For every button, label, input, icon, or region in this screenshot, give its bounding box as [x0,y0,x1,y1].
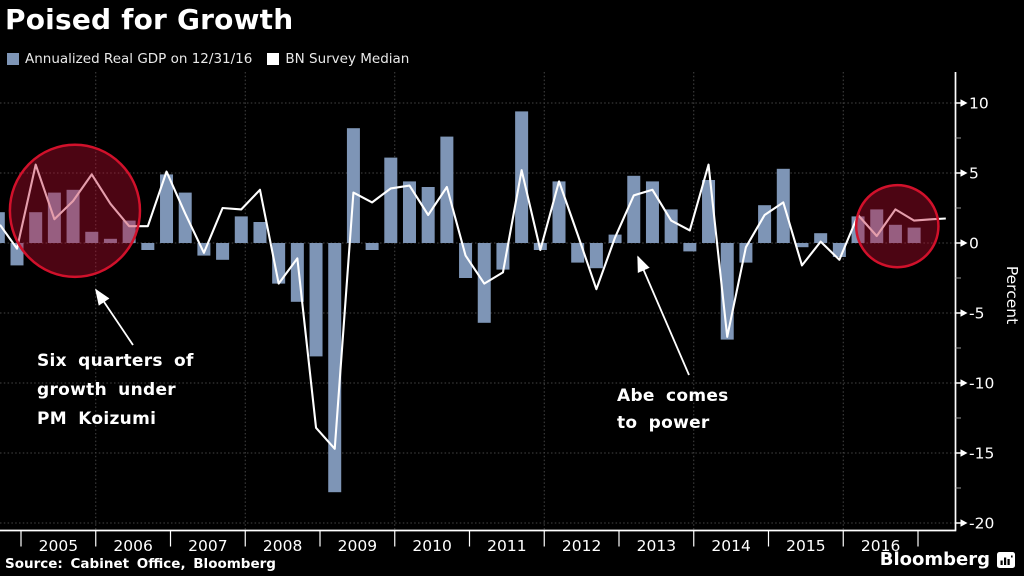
annotation-abe-line2: to power [617,413,710,433]
year-label: 2014 [711,537,750,555]
gdp-bar [216,243,230,260]
bloomberg-logo-icon [997,551,1015,568]
gdp-bar [888,224,902,243]
legend-label-survey: BN Survey Median [285,51,410,67]
year-label: 2015 [786,537,825,555]
year-label: 2008 [263,537,302,555]
chart-legend: Annualized Real GDP on 12/31/16 BN Surve… [7,51,409,67]
source-attribution: Source: Cabinet Office, Bloomberg [5,556,276,572]
y-tick-label: 10 [969,95,989,113]
y-axis-unit-label: Percent [1003,266,1021,324]
annotation-koizumi: Six quarters of growth under PM Koizumi [37,347,194,434]
y-tick-label: -10 [969,375,994,393]
y-tick-arrow-icon [960,169,968,177]
gdp-bar [758,205,772,243]
y-tick-label: -20 [969,515,994,533]
gdp-bar [384,157,398,243]
recent-growth-highlight [854,183,940,269]
gdp-bar [795,243,809,248]
year-label: 2006 [113,537,152,555]
gdp-bar [365,243,379,250]
y-tick-arrow-icon [960,309,968,317]
gdp-bar [309,243,323,357]
gdp-bar [664,209,678,243]
legend-item-gdp: Annualized Real GDP on 12/31/16 [7,51,252,67]
gdp-bar [571,243,585,263]
year-label: 2011 [487,537,526,555]
y-tick-label: 5 [969,165,979,183]
y-tick-arrow-icon [960,519,968,527]
year-label: 2010 [412,537,451,555]
page-title: Poised for Growth [5,3,294,36]
gdp-bar [402,181,416,243]
bloomberg-brand: Bloomberg [880,549,1015,570]
gdp-bar [683,243,697,252]
annotation-koizumi-line2: growth under [37,380,176,400]
annotation-koizumi-line1: Six quarters of [37,351,194,371]
year-label: 2012 [562,537,601,555]
year-label: 2009 [338,537,377,555]
gdp-bar [814,233,828,243]
gdp-bar [459,243,473,278]
gdp-bar [29,212,43,243]
gdp-bar [907,227,921,243]
year-label: 2007 [188,537,227,555]
legend-label-gdp: Annualized Real GDP on 12/31/16 [25,51,253,67]
survey-median-line [0,163,946,450]
year-label: 2005 [39,537,78,555]
bloomberg-wordmark: Bloomberg [879,549,990,570]
koizumi-annotation-arrow [95,288,134,346]
abe-annotation-arrow [637,255,690,376]
gdp-bar [178,192,192,243]
y-tick-arrow-icon [960,449,968,457]
gdp-bar [160,174,174,243]
gdp-bar [627,175,641,243]
gdp-bar [85,231,99,243]
gdp-bar [234,216,248,243]
gdp-bar [141,243,155,250]
gdp-bar [870,209,884,243]
year-label: 2016 [861,537,900,555]
y-tick-label: -15 [969,445,994,463]
gdp-bar [515,111,529,244]
gdp-bar [552,181,566,243]
y-tick-arrow-icon [960,379,968,387]
annotation-abe-line1: Abe comes [617,386,729,406]
koizumi-growth-highlight [8,143,142,279]
y-tick-arrow-icon [960,239,968,247]
gdp-bar [272,243,286,284]
gdp-bar [253,222,267,243]
legend-item-survey: BN Survey Median [267,51,409,67]
y-tick-label: 0 [969,235,979,253]
gdp-bar [589,243,603,269]
gdp-bar [328,243,342,493]
gdp-bar [103,238,117,243]
survey-series-swatch-icon [267,53,280,65]
year-label: 2013 [637,537,676,555]
annotation-abe: Abe comes to power [617,383,729,437]
y-tick-label: -5 [969,305,984,323]
annotation-koizumi-line3: PM Koizumi [37,409,157,429]
gdp-bar [346,128,360,243]
y-tick-arrow-icon [960,99,968,107]
gdp-series-swatch-icon [7,53,19,65]
